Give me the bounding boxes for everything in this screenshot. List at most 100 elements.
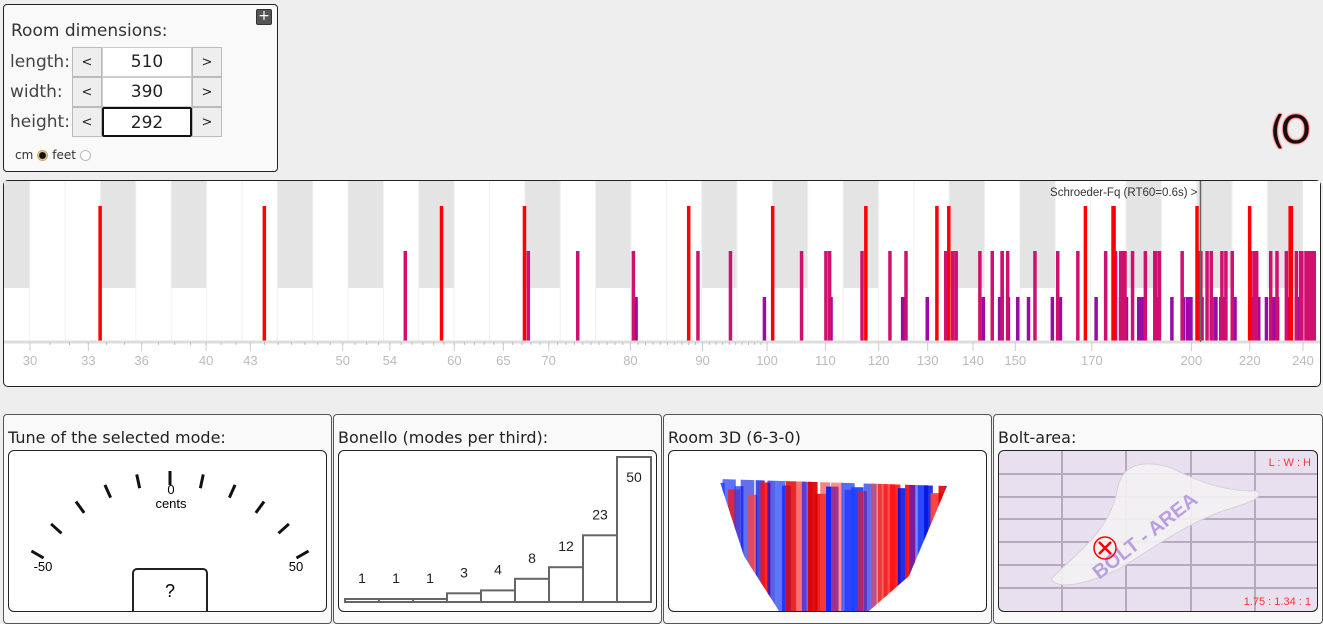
oblique-mode-bar[interactable]	[1256, 297, 1261, 342]
axial-mode-bar[interactable]	[1111, 206, 1115, 342]
tangential-mode-bar[interactable]	[978, 251, 982, 342]
axial-mode-bar[interactable]	[522, 206, 527, 342]
oblique-mode-bar[interactable]	[900, 297, 905, 342]
axial-mode-bar[interactable]	[864, 206, 868, 342]
tangential-mode-bar[interactable]	[1275, 251, 1279, 342]
height-label: height:	[10, 112, 70, 132]
oblique-mode-bar[interactable]	[997, 297, 1002, 342]
tangential-mode-bar[interactable]	[575, 251, 580, 342]
tangential-mode-bar[interactable]	[696, 251, 700, 342]
axial-mode-bar[interactable]	[1247, 206, 1252, 342]
oblique-mode-bar[interactable]	[1026, 297, 1031, 342]
tangential-mode-bar[interactable]	[1055, 251, 1060, 342]
height-increase-button[interactable]: >	[192, 107, 222, 137]
tangential-mode-bar[interactable]	[888, 251, 892, 342]
bonello-bar	[344, 598, 380, 603]
tangential-mode-bar[interactable]	[904, 251, 908, 342]
tangential-mode-bar[interactable]	[1000, 251, 1004, 342]
oblique-mode-bar[interactable]	[1170, 297, 1174, 342]
width-decrease-button[interactable]: <	[72, 77, 102, 107]
axial-mode-bar[interactable]	[770, 206, 775, 342]
tangential-mode-bar[interactable]	[824, 251, 828, 342]
tangential-mode-bar[interactable]	[1304, 251, 1308, 342]
tangential-mode-bar[interactable]	[1224, 251, 1228, 342]
oblique-mode-bar[interactable]	[762, 297, 767, 342]
tangential-mode-bar[interactable]	[1294, 251, 1299, 342]
length-input[interactable]: 510	[102, 47, 192, 77]
width-input[interactable]: 390	[102, 77, 192, 107]
axial-mode-bar[interactable]	[1083, 206, 1088, 342]
axial-mode-bar[interactable]	[947, 206, 951, 342]
tangential-mode-bar[interactable]	[1268, 251, 1273, 342]
tangential-mode-bar[interactable]	[1157, 251, 1162, 342]
oblique-mode-bar[interactable]	[1273, 297, 1277, 342]
tangential-mode-bar[interactable]	[1205, 251, 1209, 342]
tangential-mode-bar[interactable]	[799, 251, 804, 342]
oblique-mode-bar[interactable]	[1189, 297, 1193, 342]
axial-mode-bar[interactable]	[935, 206, 939, 342]
tick-label: 200	[1181, 353, 1203, 368]
tangential-mode-bar[interactable]	[943, 251, 948, 342]
room3d-view[interactable]	[668, 450, 987, 612]
length-increase-button[interactable]: >	[192, 47, 222, 77]
tangential-mode-bar[interactable]	[990, 251, 995, 342]
width-increase-button[interactable]: >	[192, 77, 222, 107]
oblique-mode-bar[interactable]	[981, 297, 986, 342]
oblique-mode-bar[interactable]	[1137, 297, 1141, 342]
tangential-mode-bar[interactable]	[1005, 251, 1010, 342]
tangential-mode-bar[interactable]	[950, 251, 955, 342]
room-modes-chart[interactable]: 30 33 36 40 43 50 54 60 65 70 80 90 100 110 120 130 140 1…	[3, 180, 1321, 387]
oblique-mode-bar[interactable]	[1213, 297, 1217, 342]
tangential-mode-bar[interactable]	[1143, 251, 1148, 342]
oblique-mode-bar[interactable]	[925, 297, 929, 342]
axial-mode-bar[interactable]	[1195, 206, 1199, 342]
tangential-mode-bar[interactable]	[403, 251, 408, 342]
axial-mode-bar[interactable]	[262, 206, 267, 342]
axial-mode-bar[interactable]	[439, 206, 444, 342]
tangential-mode-bar[interactable]	[1309, 251, 1314, 342]
axial-mode-bar[interactable]	[98, 206, 102, 342]
tangential-mode-bar[interactable]	[1300, 251, 1304, 342]
tangential-mode-bar[interactable]	[1306, 251, 1310, 342]
tangential-mode-bar[interactable]	[1130, 251, 1135, 342]
oblique-mode-bar[interactable]	[1264, 297, 1269, 342]
unit-feet-radio[interactable]	[80, 149, 91, 161]
axial-mode-bar[interactable]	[1289, 206, 1294, 342]
expand-button[interactable]: +	[256, 9, 272, 25]
oblique-mode-bar[interactable]	[634, 297, 638, 342]
tangential-mode-bar[interactable]	[1284, 251, 1289, 342]
oblique-mode-bar[interactable]	[1050, 297, 1055, 342]
tangential-mode-bar[interactable]	[728, 251, 733, 342]
tangential-mode-bar[interactable]	[1254, 251, 1259, 342]
oblique-mode-bar[interactable]	[1015, 297, 1020, 342]
tick-label: 33	[81, 353, 95, 368]
tangential-mode-bar[interactable]	[860, 251, 864, 342]
tangential-mode-bar[interactable]	[1230, 251, 1234, 342]
tangential-mode-bar[interactable]	[954, 251, 958, 342]
oblique-mode-bar[interactable]	[1185, 297, 1190, 342]
height-decrease-button[interactable]: <	[72, 107, 102, 137]
oblique-mode-bar[interactable]	[1141, 297, 1145, 342]
height-input[interactable]: 292	[102, 107, 192, 137]
tangential-mode-bar[interactable]	[1252, 251, 1256, 342]
tangential-mode-bar[interactable]	[1209, 251, 1213, 342]
tangential-mode-bar[interactable]	[827, 251, 832, 342]
length-decrease-button[interactable]: <	[72, 47, 102, 77]
axial-mode-bar[interactable]	[686, 206, 691, 342]
tangential-mode-bar[interactable]	[1308, 251, 1312, 342]
oblique-mode-bar[interactable]	[1094, 297, 1098, 342]
tangential-mode-bar[interactable]	[1076, 251, 1080, 342]
tangential-mode-bar[interactable]	[631, 251, 636, 342]
tangential-mode-bar[interactable]	[526, 251, 531, 342]
tangential-mode-bar[interactable]	[1103, 251, 1108, 342]
tangential-mode-bar[interactable]	[1180, 251, 1184, 342]
tangential-mode-bar[interactable]	[1118, 251, 1123, 342]
black-key-band	[277, 181, 313, 288]
oblique-mode-bar[interactable]	[1233, 297, 1237, 342]
unit-cm-radio[interactable]	[37, 149, 49, 161]
room-modes-svg[interactable]: 30 33 36 40 43 50 54 60 65 70 80 90 100 110 120 130 140 1…	[4, 181, 1320, 386]
tangential-mode-bar[interactable]	[1033, 251, 1037, 342]
tangential-mode-bar[interactable]	[1220, 251, 1224, 342]
tangential-mode-bar[interactable]	[1312, 251, 1317, 342]
tangential-mode-bar[interactable]	[1153, 251, 1157, 342]
